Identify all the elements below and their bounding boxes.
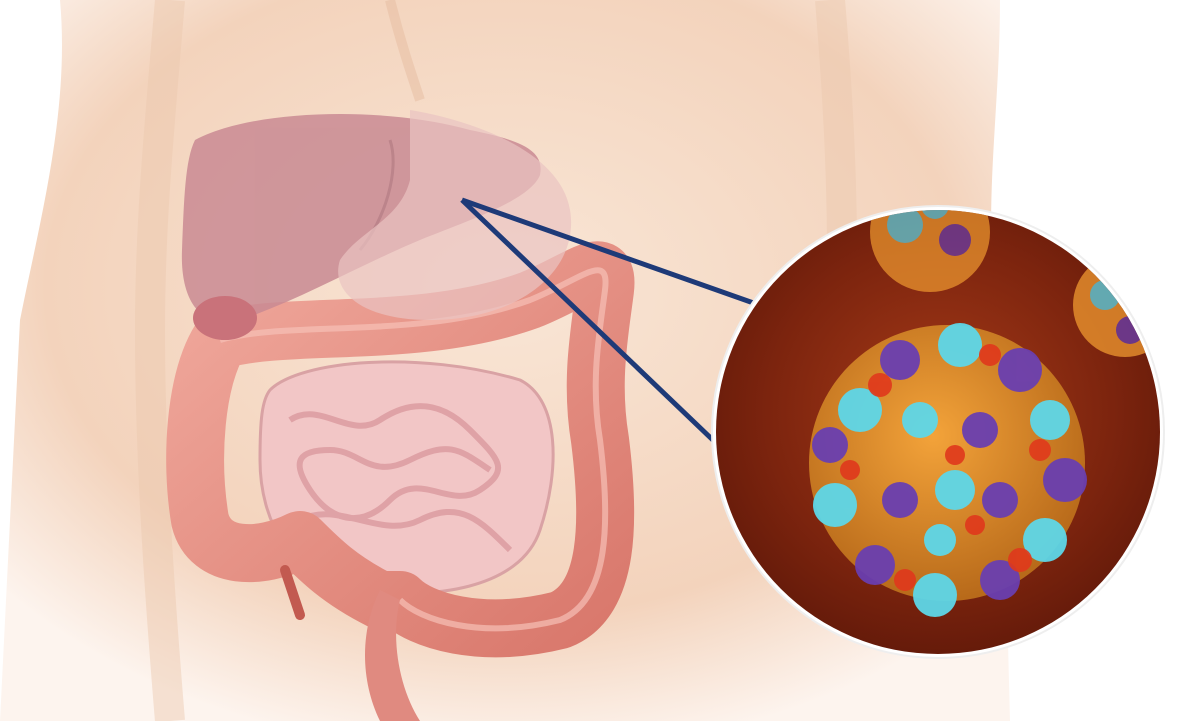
virus-particle	[809, 323, 1087, 617]
blurred-virus-top	[870, 210, 990, 292]
stomach	[338, 110, 572, 320]
gallbladder	[193, 296, 257, 340]
magnifier-circle	[711, 205, 1165, 659]
large-intestine	[166, 241, 635, 721]
pointer-lines	[460, 197, 763, 445]
